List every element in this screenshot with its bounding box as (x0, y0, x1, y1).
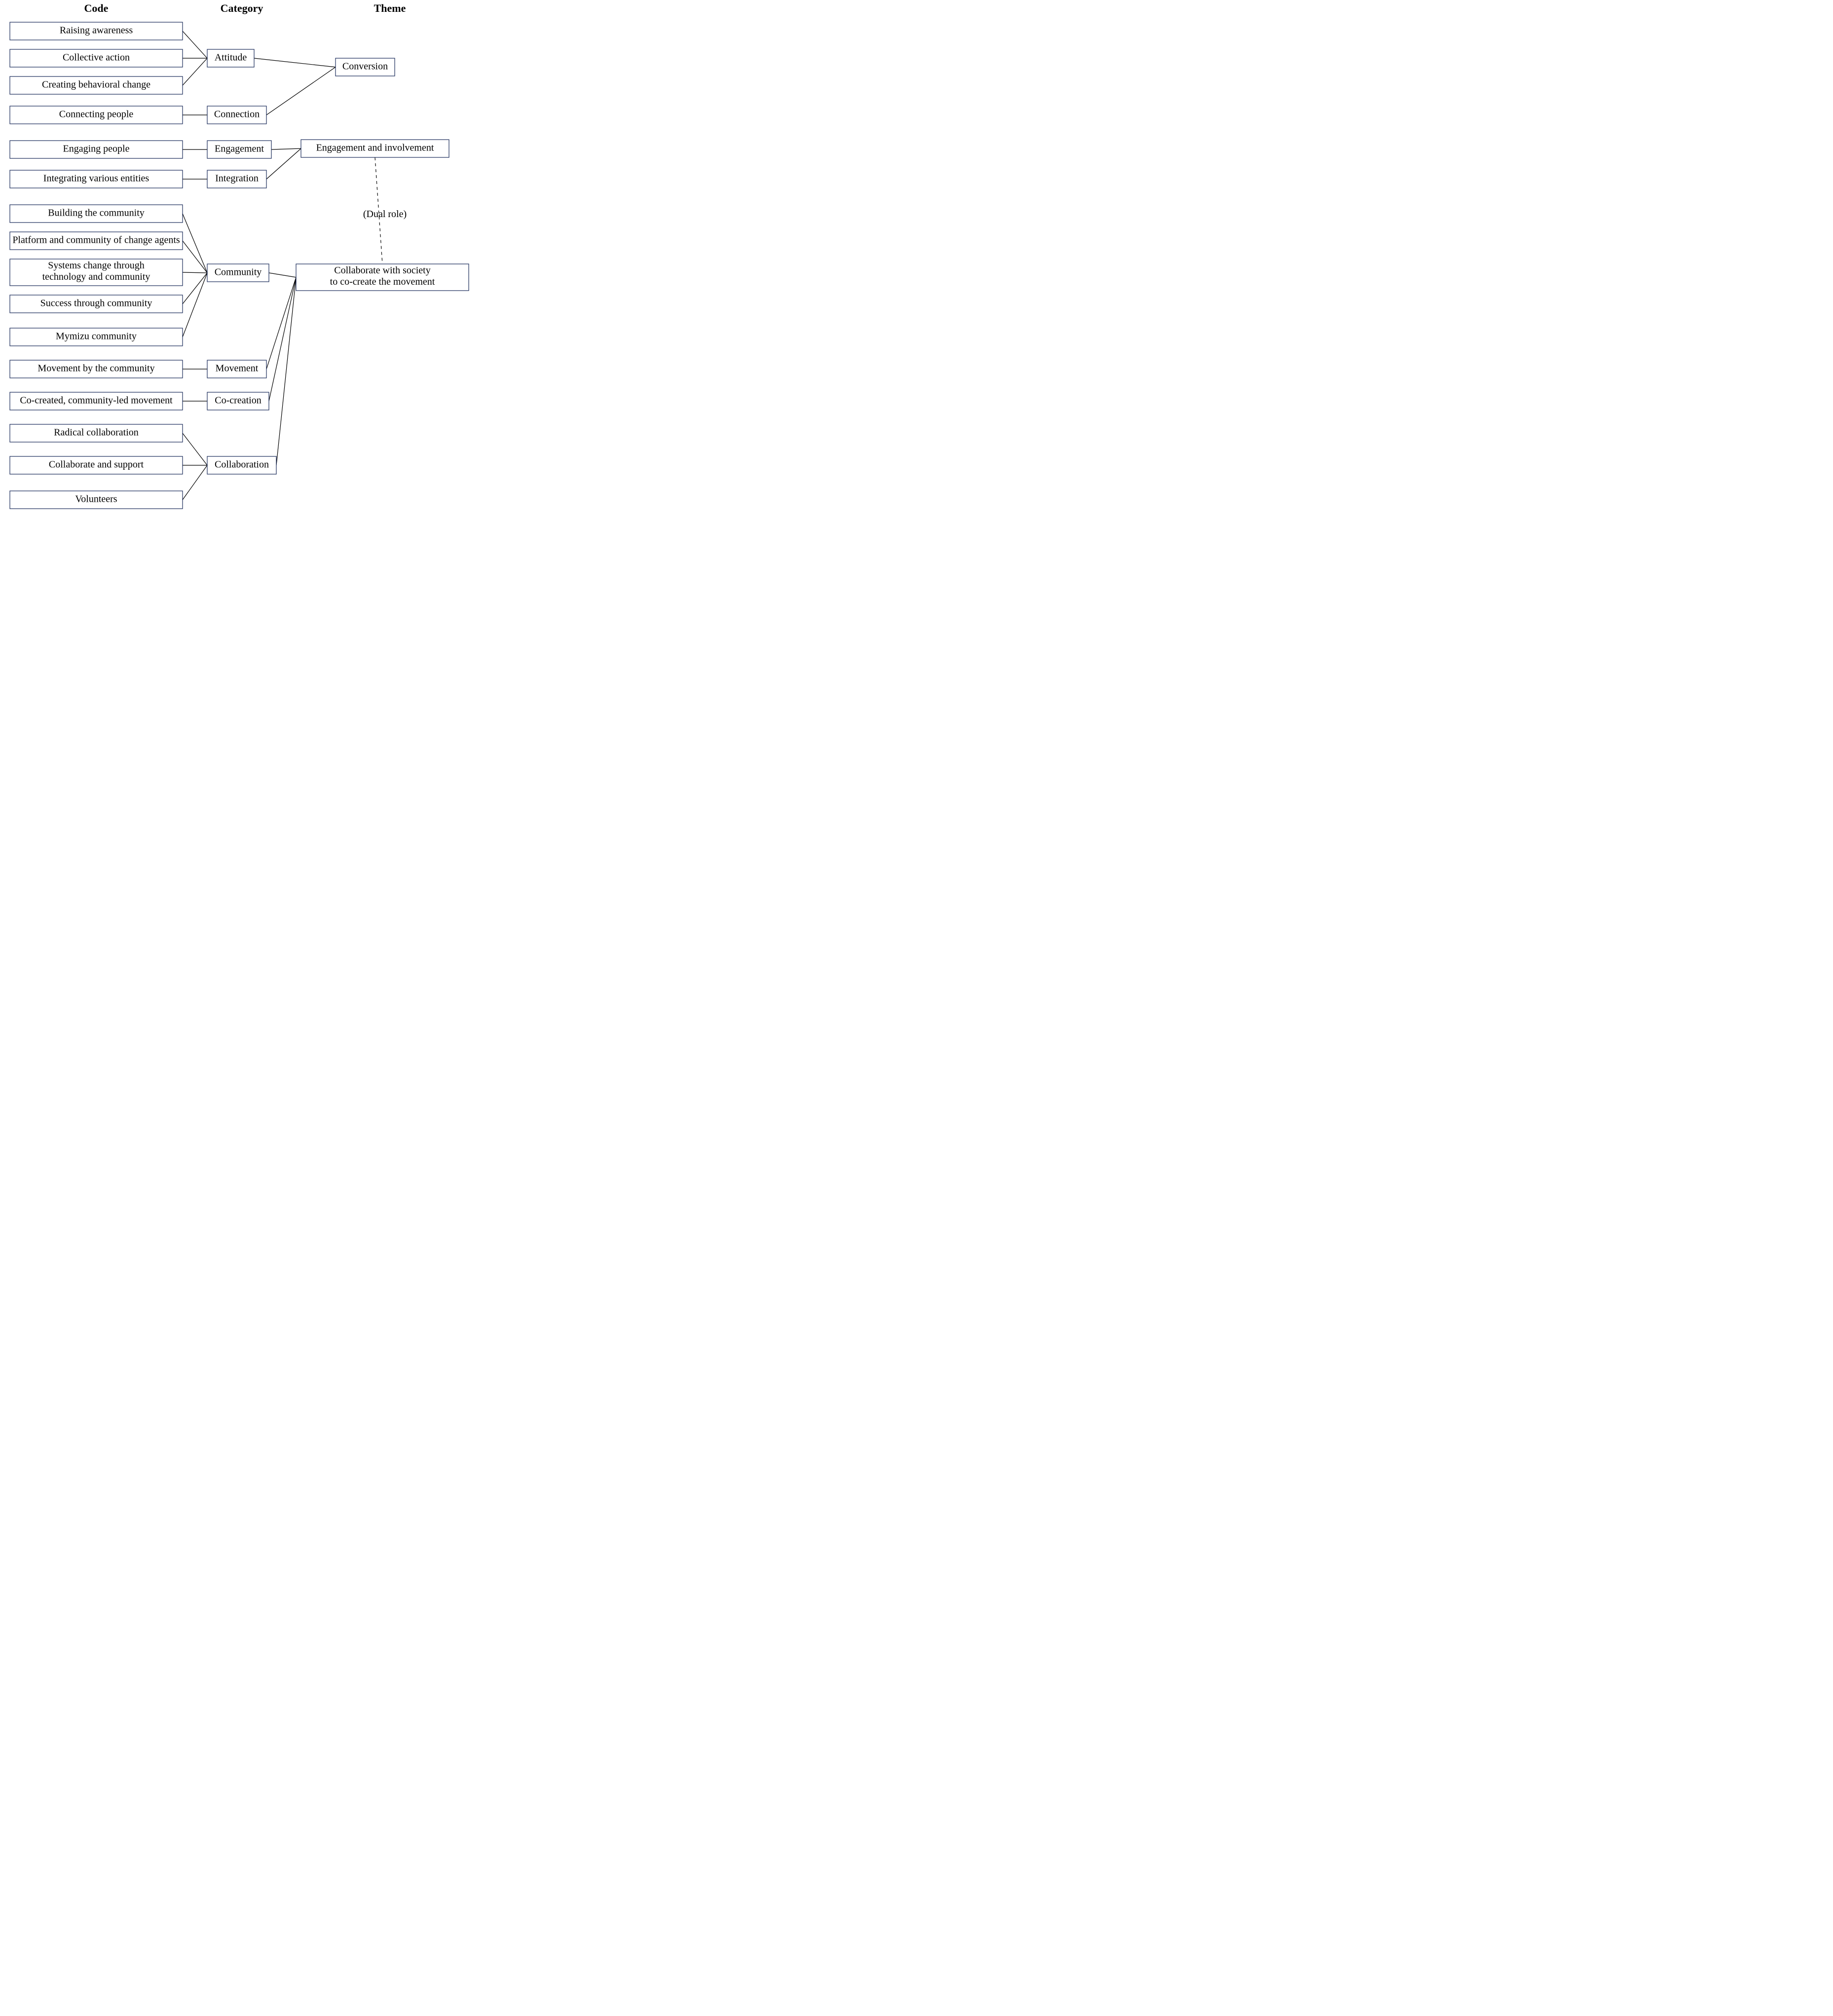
node-label-c7: Building the community (48, 208, 145, 219)
node-label-c1: Raising awareness (60, 25, 133, 36)
edge-c7-cat_community (183, 214, 207, 273)
node-label-th_engagement: Engagement and involvement (316, 143, 434, 153)
node-label-c11: Mymizu community (56, 331, 137, 342)
node-label-c3: Creating behavioral change (42, 79, 150, 90)
node-label-c8: Platform and community of change agents (12, 235, 180, 246)
node-label-c9: Systems change throughtechnology and com… (42, 260, 150, 282)
node-label-c15: Collaborate and support (49, 459, 144, 470)
node-label-cat_integration: Integration (215, 173, 259, 184)
node-label-c12: Movement by the community (37, 363, 154, 374)
edge-cat_community-th_collab (269, 273, 296, 277)
node-label-c4: Connecting people (59, 109, 134, 120)
node-label-th_conversion: Conversion (342, 61, 388, 72)
node-label-cat_engagement: Engagement (215, 144, 264, 154)
node-label-c16: Volunteers (75, 494, 117, 505)
edge-c10-cat_community (183, 273, 207, 304)
node-label-c10: Success through community (40, 298, 152, 309)
edge-cat_connection-th_conversion (266, 67, 336, 115)
edge-c8-cat_community (183, 241, 207, 273)
node-label-c13: Co-created, community-led movement (20, 395, 173, 406)
node-label-th_collab: Collaborate with societyto co-create the… (330, 265, 435, 287)
edge-cat_attitude-th_conversion (254, 58, 336, 67)
node-label-cat_attitude: Attitude (215, 52, 247, 63)
free-label-dual_role: (Dual role) (363, 209, 407, 220)
node-label-cat_cocreation: Co-creation (215, 395, 261, 406)
edge-cat_collaboration-th_collab (276, 277, 296, 465)
node-label-c14: Radical collaboration (54, 427, 139, 438)
node-label-c5: Engaging people (63, 144, 130, 154)
edge-c9-cat_community (183, 272, 207, 273)
edge-c11-cat_community (183, 273, 207, 337)
column-header: Theme (374, 2, 406, 14)
node-label-c2: Collective action (63, 52, 130, 63)
edge-c1-cat_attitude (183, 31, 207, 58)
node-label-cat_community: Community (215, 267, 262, 278)
node-label-cat_collaboration: Collaboration (215, 459, 269, 470)
edge-cat_movement-th_collab (266, 277, 296, 369)
edge-cat_cocreation-th_collab (269, 277, 296, 401)
edge-c3-cat_attitude (183, 58, 207, 85)
edge-c14-cat_collaboration (183, 433, 207, 465)
column-header: Code (84, 2, 109, 14)
thematic-coding-diagram: Code Category Theme Raising awareness Collec… (0, 0, 484, 533)
column-header: Category (221, 2, 263, 14)
edge-c16-cat_collaboration (183, 465, 207, 500)
node-label-cat_connection: Connection (214, 109, 260, 120)
node-label-cat_movement: Movement (216, 363, 259, 374)
node-label-c6: Integrating various entities (43, 173, 150, 184)
